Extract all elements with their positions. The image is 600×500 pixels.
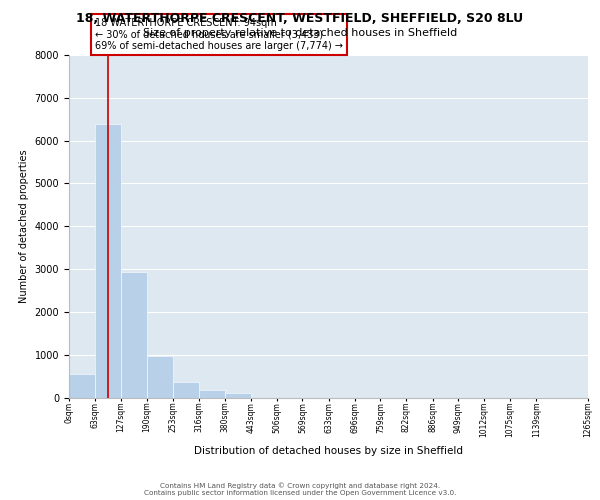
Text: Contains public sector information licensed under the Open Government Licence v3: Contains public sector information licen…	[144, 490, 456, 496]
Bar	[69, 374, 95, 398]
Text: Contains HM Land Registry data © Crown copyright and database right 2024.: Contains HM Land Registry data © Crown c…	[160, 482, 440, 489]
Bar	[225, 394, 251, 398]
Bar	[121, 272, 147, 398]
Text: 18 WATERTHORPE CRESCENT: 94sqm
← 30% of detached houses are smaller (3,433)
69% : 18 WATERTHORPE CRESCENT: 94sqm ← 30% of …	[95, 18, 343, 50]
Y-axis label: Number of detached properties: Number of detached properties	[19, 150, 29, 303]
Text: 18, WATERTHORPE CRESCENT, WESTFIELD, SHEFFIELD, S20 8LU: 18, WATERTHORPE CRESCENT, WESTFIELD, SHE…	[76, 12, 524, 26]
Text: Size of property relative to detached houses in Sheffield: Size of property relative to detached ho…	[143, 28, 457, 38]
Bar	[147, 356, 173, 398]
Bar	[173, 382, 199, 398]
Bar	[199, 390, 225, 398]
Bar	[95, 124, 121, 398]
X-axis label: Distribution of detached houses by size in Sheffield: Distribution of detached houses by size …	[194, 446, 463, 456]
